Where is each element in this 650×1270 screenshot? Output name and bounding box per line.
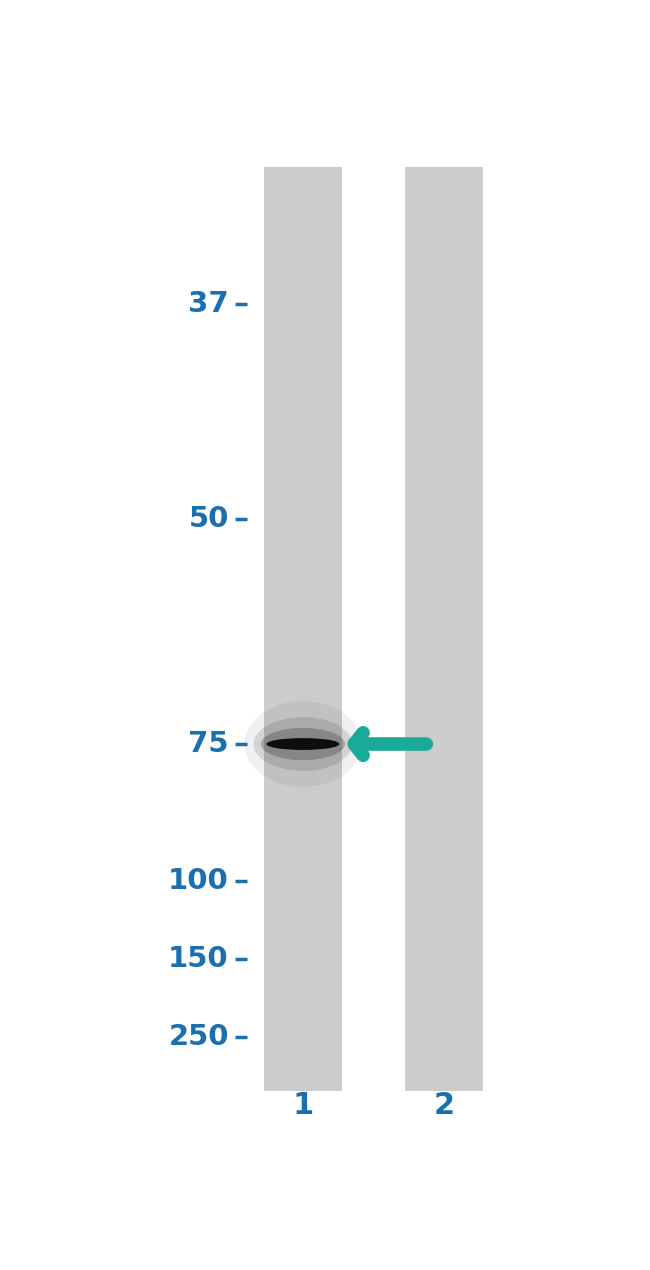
Text: 2: 2 [434, 1091, 454, 1120]
Ellipse shape [254, 718, 352, 771]
Text: 37: 37 [188, 290, 229, 318]
Text: 100: 100 [168, 867, 229, 895]
Bar [405, 168, 483, 1091]
Text: 1: 1 [292, 1091, 313, 1120]
Ellipse shape [261, 728, 345, 761]
Bar [264, 168, 342, 1091]
Text: 75: 75 [188, 730, 229, 758]
Text: 150: 150 [168, 945, 229, 973]
Ellipse shape [266, 738, 339, 751]
Text: 50: 50 [188, 505, 229, 533]
Ellipse shape [244, 701, 361, 787]
Text: 250: 250 [168, 1024, 229, 1052]
